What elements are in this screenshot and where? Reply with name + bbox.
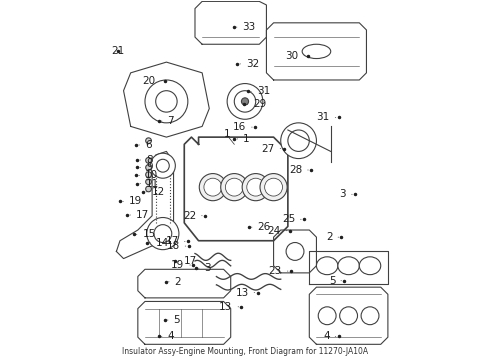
Polygon shape — [117, 152, 173, 258]
Circle shape — [288, 130, 309, 152]
Circle shape — [145, 80, 188, 123]
Text: 2: 2 — [326, 232, 339, 242]
Text: 25: 25 — [282, 214, 301, 224]
Circle shape — [154, 225, 172, 243]
Circle shape — [146, 179, 151, 185]
Text: 9: 9 — [140, 162, 153, 172]
Circle shape — [286, 243, 304, 260]
Circle shape — [146, 172, 151, 177]
Text: 26: 26 — [251, 222, 271, 232]
Text: 8: 8 — [140, 155, 153, 165]
Circle shape — [220, 174, 248, 201]
Text: 24: 24 — [268, 226, 287, 236]
Text: 4: 4 — [161, 332, 174, 342]
Polygon shape — [309, 287, 388, 344]
Circle shape — [146, 138, 151, 144]
Text: 5: 5 — [168, 315, 180, 325]
Text: 17: 17 — [178, 256, 197, 266]
Polygon shape — [267, 23, 367, 80]
Text: 23: 23 — [269, 266, 288, 276]
Text: 17: 17 — [166, 237, 185, 247]
Polygon shape — [123, 62, 209, 137]
Circle shape — [242, 98, 248, 105]
Circle shape — [150, 153, 175, 178]
Text: 2: 2 — [169, 277, 181, 287]
Circle shape — [260, 174, 287, 201]
Text: 31: 31 — [317, 112, 336, 122]
Circle shape — [146, 186, 151, 192]
Text: 15: 15 — [136, 229, 156, 239]
Text: 19: 19 — [123, 197, 142, 206]
Circle shape — [361, 307, 379, 325]
Polygon shape — [273, 230, 317, 273]
Circle shape — [227, 84, 263, 119]
Text: 33: 33 — [236, 22, 256, 32]
Text: 17: 17 — [130, 210, 149, 220]
Polygon shape — [184, 137, 288, 241]
Text: 19: 19 — [171, 260, 191, 270]
Ellipse shape — [359, 257, 381, 275]
Text: 3: 3 — [198, 263, 211, 273]
Circle shape — [242, 174, 270, 201]
Circle shape — [199, 174, 226, 201]
Text: 1: 1 — [224, 129, 230, 139]
Text: 11: 11 — [140, 179, 159, 189]
Text: 29: 29 — [247, 99, 267, 109]
Text: 6: 6 — [139, 140, 151, 150]
Circle shape — [156, 159, 169, 172]
Text: 14: 14 — [149, 238, 169, 248]
Circle shape — [147, 217, 179, 249]
Polygon shape — [309, 251, 388, 284]
Circle shape — [146, 157, 151, 163]
Ellipse shape — [317, 257, 338, 275]
Text: 1: 1 — [237, 134, 250, 144]
Polygon shape — [138, 269, 231, 298]
Circle shape — [146, 165, 151, 170]
Text: 27: 27 — [261, 144, 281, 154]
Text: Insulator Assy-Engine Mounting, Front Diagram for 11270-JA10A: Insulator Assy-Engine Mounting, Front Di… — [122, 347, 368, 356]
Circle shape — [265, 178, 283, 196]
Text: 28: 28 — [289, 165, 308, 175]
Polygon shape — [138, 301, 231, 344]
Text: 32: 32 — [240, 59, 259, 69]
Circle shape — [247, 178, 265, 196]
Text: 3: 3 — [340, 189, 352, 199]
Text: 30: 30 — [286, 51, 305, 61]
Ellipse shape — [338, 257, 359, 275]
Text: 12: 12 — [146, 187, 165, 197]
Circle shape — [234, 91, 256, 112]
Text: 21: 21 — [112, 46, 125, 56]
Text: 16: 16 — [233, 122, 252, 132]
Ellipse shape — [302, 44, 331, 59]
Circle shape — [156, 91, 177, 112]
Circle shape — [318, 307, 336, 325]
Circle shape — [204, 178, 222, 196]
Polygon shape — [195, 1, 267, 44]
Text: 4: 4 — [323, 332, 336, 342]
Text: 22: 22 — [183, 211, 202, 221]
Text: 7: 7 — [161, 116, 174, 126]
Text: 13: 13 — [219, 302, 239, 312]
Text: 5: 5 — [329, 276, 342, 286]
Text: 18: 18 — [167, 241, 186, 251]
Text: 20: 20 — [143, 76, 162, 86]
Circle shape — [340, 307, 358, 325]
Text: 13: 13 — [235, 288, 255, 297]
Text: 31: 31 — [251, 86, 270, 96]
Circle shape — [281, 123, 317, 158]
Text: 10: 10 — [139, 170, 158, 180]
Circle shape — [225, 178, 243, 196]
